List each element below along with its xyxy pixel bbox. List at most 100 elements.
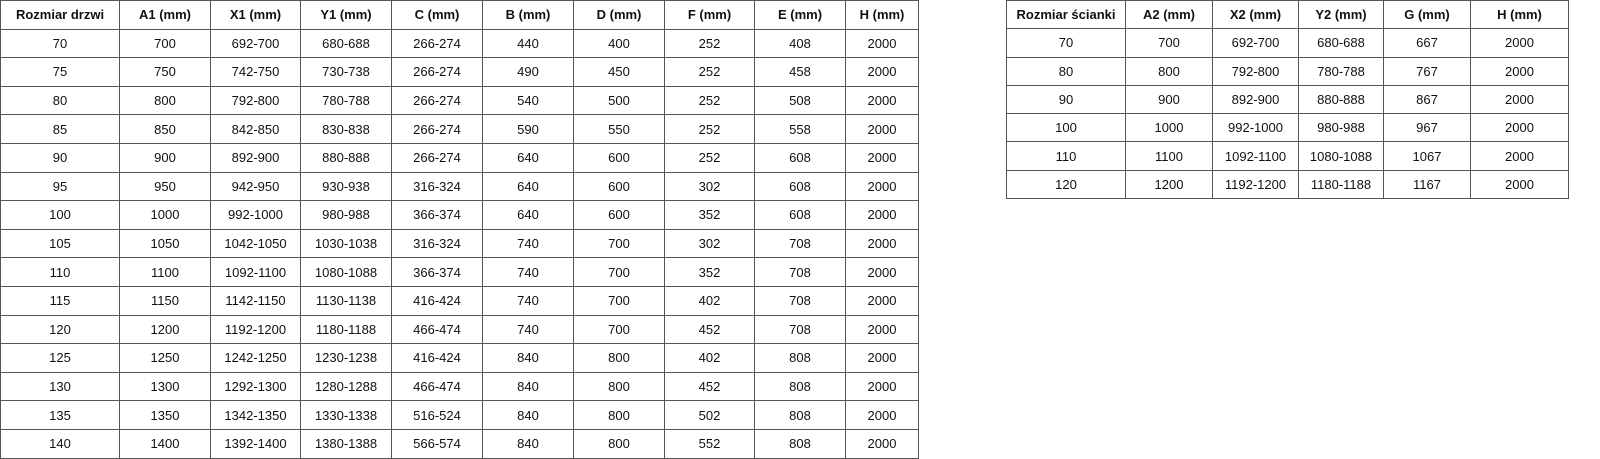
table-cell: 640 xyxy=(482,200,574,230)
table-cell: 830-838 xyxy=(300,114,392,144)
table-row: 110 1100 1092-1100 1080-1088 366-374 740 700 35… xyxy=(0,257,919,287)
table-row: 110 1100 1092-1100 1080-1088 1067 2000 xyxy=(1006,141,1569,171)
table-cell: 80 xyxy=(0,85,120,116)
table-header-row: Rozmiar ścianki A2 (mm) X2 (mm) Y2 (mm) G (m… xyxy=(1006,0,1569,30)
table-cell: 2000 xyxy=(845,400,919,430)
column-header: G (mm) xyxy=(1383,0,1471,30)
column-header: X1 (mm) xyxy=(210,0,301,30)
column-header: Rozmiar ścianki xyxy=(1006,0,1126,30)
table-cell: 402 xyxy=(664,285,755,316)
table-cell: 740 xyxy=(482,314,574,345)
table-cell: 600 xyxy=(573,200,665,230)
table-cell: 540 xyxy=(482,85,574,116)
table-cell: 1150 xyxy=(119,285,211,316)
table-cell: 608 xyxy=(754,171,846,202)
table-cell: 500 xyxy=(573,85,665,116)
table-cell: 950 xyxy=(119,171,211,202)
wall-dimensions-table: Rozmiar ścianki A2 (mm) X2 (mm) Y2 (mm) G (m… xyxy=(1006,0,1569,200)
table-cell: 100 xyxy=(0,200,120,230)
table-cell: 1392-1400 xyxy=(210,428,301,459)
table-cell: 800 xyxy=(573,371,665,402)
table-cell: 316-324 xyxy=(391,228,483,259)
table-cell: 135 xyxy=(0,400,120,430)
table-cell: 80 xyxy=(1006,56,1126,86)
table-cell: 900 xyxy=(1125,84,1213,115)
table-cell: 130 xyxy=(0,371,120,402)
table-cell: 458 xyxy=(754,57,846,87)
table-cell: 840 xyxy=(482,371,574,402)
table-cell: 840 xyxy=(482,343,574,373)
table-cell: 266-274 xyxy=(391,85,483,116)
table-header-row: Rozmiar drzwi A1 (mm) X1 (mm) Y1 (mm) C (mm)… xyxy=(0,0,919,30)
table-row: 80 800 792-800 780-788 767 2000 xyxy=(1006,56,1569,86)
table-cell: 800 xyxy=(573,343,665,373)
table-cell: 2000 xyxy=(845,257,919,287)
table-cell: 302 xyxy=(664,228,755,259)
table-cell: 767 xyxy=(1383,56,1471,86)
table-cell: 800 xyxy=(119,85,211,116)
table-cell: 942-950 xyxy=(210,171,301,202)
table-cell: 252 xyxy=(664,57,755,87)
table-cell: 125 xyxy=(0,343,120,373)
table-cell: 452 xyxy=(664,371,755,402)
table-cell: 115 xyxy=(0,285,120,316)
table-cell: 110 xyxy=(1006,141,1126,171)
table-cell: 840 xyxy=(482,428,574,459)
table-row: 130 1300 1292-1300 1280-1288 466-474 840 800 45… xyxy=(0,371,919,402)
table-cell: 800 xyxy=(573,400,665,430)
table-cell: 408 xyxy=(754,28,846,59)
table-cell: 1080-1088 xyxy=(1298,141,1384,171)
table-cell: 2000 xyxy=(1470,113,1569,143)
table-cell: 1300 xyxy=(119,371,211,402)
table-cell: 800 xyxy=(573,428,665,459)
table-cell: 1050 xyxy=(119,228,211,259)
table-cell: 416-424 xyxy=(391,285,483,316)
table-cell: 352 xyxy=(664,257,755,287)
table-cell: 490 xyxy=(482,57,574,87)
column-header: Y1 (mm) xyxy=(300,0,392,30)
table-cell: 2000 xyxy=(845,343,919,373)
table-cell: 740 xyxy=(482,257,574,287)
column-header: E (mm) xyxy=(754,0,846,30)
table-cell: 2000 xyxy=(845,142,919,173)
table-cell: 808 xyxy=(754,371,846,402)
table-cell: 352 xyxy=(664,200,755,230)
column-header: C (mm) xyxy=(391,0,483,30)
table-cell: 1380-1388 xyxy=(300,428,392,459)
column-header: F (mm) xyxy=(664,0,755,30)
table-cell: 508 xyxy=(754,85,846,116)
table-cell: 416-424 xyxy=(391,343,483,373)
table-cell: 1180-1188 xyxy=(300,314,392,345)
table-cell: 708 xyxy=(754,257,846,287)
table-cell: 892-900 xyxy=(210,142,301,173)
table-cell: 700 xyxy=(573,285,665,316)
table-row: 105 1050 1042-1050 1030-1038 316-324 740 700 30… xyxy=(0,228,919,259)
table-cell: 120 xyxy=(1006,169,1126,200)
table-cell: 892-900 xyxy=(1212,84,1299,115)
table-cell: 2000 xyxy=(845,200,919,230)
table-cell: 700 xyxy=(1125,28,1213,58)
table-cell: 740 xyxy=(482,285,574,316)
table-cell: 90 xyxy=(1006,84,1126,115)
table-cell: 2000 xyxy=(845,228,919,259)
table-cell: 552 xyxy=(664,428,755,459)
table-cell: 2000 xyxy=(845,371,919,402)
table-cell: 1100 xyxy=(119,257,211,287)
column-header: B (mm) xyxy=(482,0,574,30)
table-cell: 840 xyxy=(482,400,574,430)
table-cell: 590 xyxy=(482,114,574,144)
table-cell: 2000 xyxy=(845,28,919,59)
table-cell: 1100 xyxy=(1125,141,1213,171)
table-cell: 252 xyxy=(664,85,755,116)
table-cell: 700 xyxy=(573,228,665,259)
table-cell: 252 xyxy=(664,142,755,173)
table-cell: 850 xyxy=(119,114,211,144)
table-cell: 1330-1338 xyxy=(300,400,392,430)
column-header: X2 (mm) xyxy=(1212,0,1299,30)
table-cell: 930-938 xyxy=(300,171,392,202)
table-cell: 992-1000 xyxy=(210,200,301,230)
table-cell: 1192-1200 xyxy=(1212,169,1299,200)
table-row: 120 1200 1192-1200 1180-1188 1167 2000 xyxy=(1006,169,1569,200)
table-row: 100 1000 992-1000 980-988 967 2000 xyxy=(1006,113,1569,143)
table-cell: 85 xyxy=(0,114,120,144)
